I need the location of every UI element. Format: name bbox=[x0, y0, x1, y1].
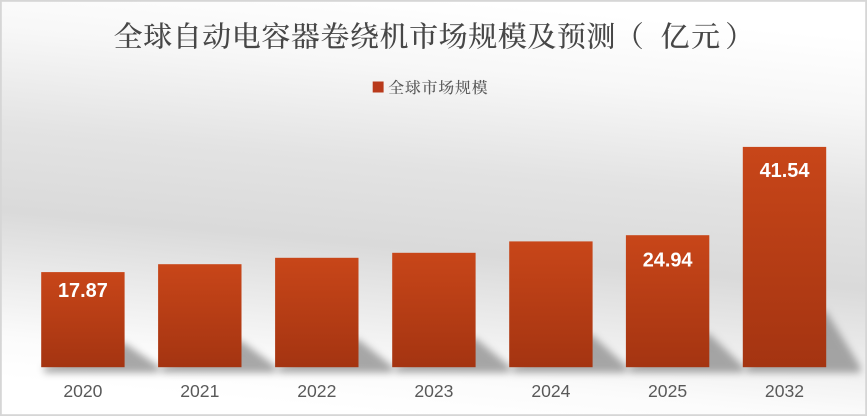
svg-text:2023: 2023 bbox=[414, 381, 453, 401]
svg-text:2032: 2032 bbox=[765, 381, 804, 401]
svg-text:17.87: 17.87 bbox=[58, 280, 108, 302]
svg-text:41.54: 41.54 bbox=[760, 160, 810, 182]
svg-text:2025: 2025 bbox=[648, 381, 687, 401]
svg-text:2020: 2020 bbox=[63, 381, 102, 401]
svg-text:2024: 2024 bbox=[531, 381, 570, 401]
svg-text:2021: 2021 bbox=[180, 381, 219, 401]
svg-text:24.94: 24.94 bbox=[643, 249, 693, 271]
svg-text:2022: 2022 bbox=[297, 381, 336, 401]
